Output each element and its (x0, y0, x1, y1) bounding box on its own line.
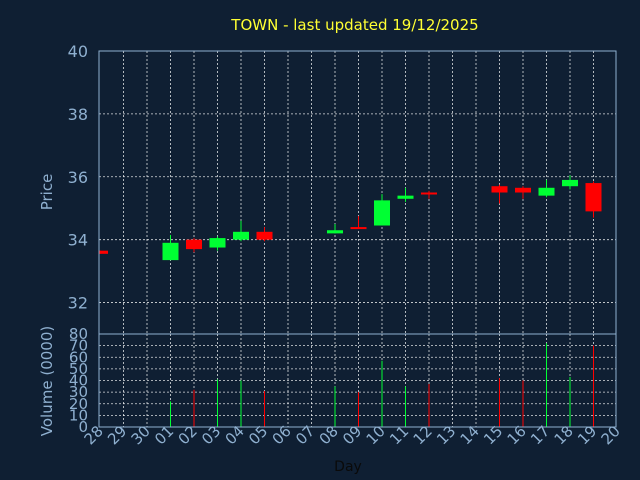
price-tick-label: 40 (68, 42, 88, 61)
volume-bars (170, 343, 594, 427)
x-tick-label: 08 (316, 422, 342, 448)
candle-body (162, 242, 179, 261)
candle-body (350, 227, 367, 230)
x-tick-label: 02 (175, 422, 201, 448)
candles (99, 175, 602, 261)
axis-ticks: 3234363840010203040506070802829300102030… (68, 42, 624, 448)
x-tick-label: 07 (292, 422, 318, 448)
x-tick-label: 06 (269, 422, 295, 448)
price-tick-label: 32 (68, 294, 88, 313)
candle-body (562, 179, 578, 187)
price-tick-label: 38 (68, 105, 88, 124)
candle-body (515, 187, 531, 193)
volume-tick-label: 20 (69, 395, 88, 413)
candle-body (327, 230, 343, 234)
x-tick-label: 04 (222, 422, 248, 448)
candle-body (397, 195, 414, 199)
x-tick-label: 15 (480, 422, 506, 448)
candle-body (491, 186, 508, 193)
x-tick-label: 11 (386, 422, 412, 448)
price-grid (99, 51, 616, 334)
volume-tick-label: 40 (69, 372, 88, 390)
x-axis-label: Day (334, 459, 362, 475)
x-tick-label: 01 (151, 422, 177, 448)
candle-body (538, 187, 555, 196)
chart-title: TOWN - last updated 19/12/2025 (230, 16, 478, 34)
price-axis-label: Price (38, 174, 56, 211)
x-tick-label: 10 (363, 422, 389, 448)
x-tick-label: 03 (198, 422, 224, 448)
volume-panel-frame (98, 333, 617, 428)
price-panel-frame (98, 50, 617, 335)
price-tick-label: 34 (68, 231, 88, 250)
x-tick-label: 19 (574, 422, 600, 448)
volume-tick-label: 30 (69, 383, 88, 401)
candle-body (186, 239, 202, 250)
price-tick-label: 36 (68, 168, 88, 187)
x-tick-label: 05 (245, 422, 271, 448)
x-tick-label: 12 (410, 422, 436, 448)
x-tick-label: 14 (457, 422, 483, 448)
candle-body (585, 183, 602, 212)
volume-axis-label: Volume (0000) (38, 326, 56, 436)
volume-tick-label: 80 (69, 325, 88, 343)
x-tick-label: 29 (104, 422, 130, 448)
volume-tick-label: 50 (69, 360, 88, 378)
candle-body (256, 231, 273, 240)
volume-grid (99, 334, 616, 427)
volume-tick-label: 70 (69, 337, 88, 355)
x-tick-label: 09 (339, 422, 365, 448)
candle-body (209, 238, 226, 248)
candle-body (100, 250, 108, 254)
x-tick-label: 17 (527, 422, 553, 448)
volume-tick-label: 0 (78, 418, 88, 436)
x-tick-label: 30 (128, 422, 154, 448)
x-tick-label: 20 (598, 422, 624, 448)
candle-body (233, 231, 249, 240)
candle-body (421, 192, 437, 195)
x-tick-label: 16 (504, 422, 530, 448)
candle-body (374, 200, 390, 226)
x-tick-label: 13 (433, 422, 459, 448)
volume-tick-label: 10 (69, 406, 88, 424)
x-tick-label: 18 (551, 422, 577, 448)
volume-tick-label: 60 (69, 348, 88, 366)
